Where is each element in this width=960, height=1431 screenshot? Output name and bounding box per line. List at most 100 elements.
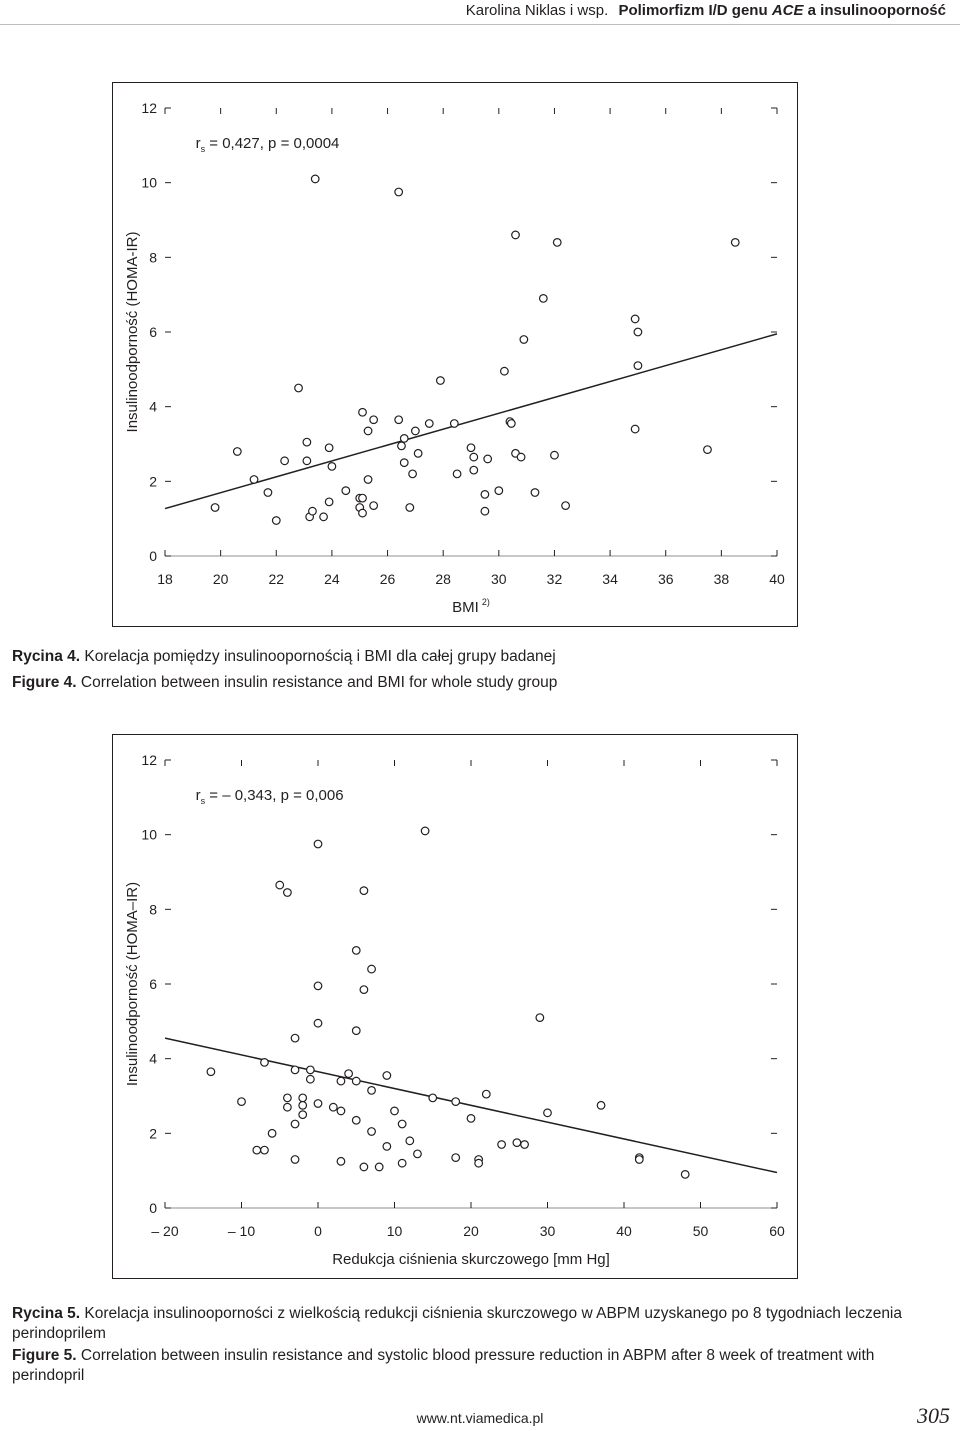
scatter-point [290, 1119, 300, 1129]
scatter-point [633, 327, 643, 337]
scatter-point [451, 1097, 461, 1107]
scatter-point [298, 1093, 308, 1103]
annotation-r: r [196, 787, 201, 804]
scatter-point [308, 506, 317, 516]
scatter-point [290, 1033, 300, 1043]
page-number: 305 [917, 1403, 950, 1428]
scatter-point [499, 366, 509, 376]
scatter-point [480, 490, 490, 499]
scatter-point [550, 450, 559, 460]
scatter-point [298, 1110, 308, 1120]
scatter-point [324, 497, 334, 507]
scatter-point [481, 1089, 491, 1099]
scatter-point [260, 1145, 269, 1155]
scatter-point [341, 486, 351, 496]
y-axis-label: Insulinoodporność (HOMA–IR) [124, 882, 141, 1086]
figure5-caption-en-text: Correlation between insulin resistance a… [12, 1347, 875, 1384]
running-head-title: Polimorfizm I/D genu ACE a insulinooporn… [618, 2, 946, 19]
annotation-subscript: s [201, 144, 206, 154]
scatter-point [232, 447, 242, 456]
scatter-point [680, 1170, 690, 1179]
scatter-point [474, 1158, 484, 1168]
header-rule [0, 24, 960, 25]
correlation-annotation: rs = – 0,343, p = 0,006 [196, 787, 344, 806]
x-tick-label: 26 [380, 571, 396, 587]
scatter-point [313, 1018, 323, 1028]
regression-line [164, 333, 778, 510]
figure5-caption-en: Figure 5. Correlation between insulin re… [12, 1346, 948, 1386]
footer-url[interactable]: www.nt.viamedica.pl [416, 1410, 544, 1426]
scatter-point [328, 1102, 338, 1112]
scatter-point [313, 981, 323, 991]
running-head-title-suffix: a insulinooporność [807, 2, 946, 19]
x-tick-label: – 20 [151, 1223, 178, 1239]
scatter-point [367, 1086, 376, 1095]
scatter-point [336, 1106, 346, 1116]
scatter-point [324, 443, 334, 453]
scatter-point [263, 488, 273, 497]
scatter-point [394, 415, 404, 425]
scatter-point [413, 1149, 422, 1159]
y-axis-label: Insulinoodporność (HOMA-IR) [124, 232, 141, 433]
scatter-point [390, 1106, 399, 1116]
annotation-value: = – 0,343, p = 0,006 [205, 787, 343, 804]
scatter-point [275, 880, 285, 890]
scatter-point [469, 465, 479, 475]
x-tick-label: 24 [324, 571, 340, 587]
figure5-caption-pl: Rycina 5. Korelacja insulinooporności z … [12, 1304, 948, 1344]
scatter-point [382, 1071, 392, 1080]
scatter-point [543, 1108, 552, 1118]
x-axis-label-superscript: 2) [482, 597, 490, 607]
scatter-point [561, 501, 570, 511]
scatter-point [369, 501, 379, 511]
scatter-point [399, 458, 409, 468]
scatter-point [359, 1162, 369, 1172]
scatter-point [480, 506, 490, 516]
y-tick-label: 8 [149, 249, 157, 265]
figure4-caption-en-text: Correlation between insulin resistance a… [80, 674, 558, 691]
scatter-point [449, 419, 459, 428]
scatter-point [271, 516, 281, 525]
scatter-point [382, 1142, 392, 1151]
scatter-point [369, 415, 379, 425]
scatter-point [512, 1138, 522, 1148]
running-head-title-prefix: Polimorfizm I/D genu [618, 2, 768, 19]
x-tick-label: 20 [213, 571, 229, 587]
figure5-scatter-chart: 0 2 4 6 8 10 12 – 20 – 10 0 10 20 30 40 50 60 rs = – 0,3… [124, 752, 785, 1268]
scatter-point [451, 1153, 461, 1163]
x-axis-label-text: BMI [452, 599, 479, 616]
figure4-chart-frame: 0 2 4 6 8 10 12 18 20 22 24 26 28 30 32 34 36 38 40 rs = 0,… [112, 82, 798, 627]
scatter-point [351, 1026, 361, 1036]
x-tick-label: 18 [157, 571, 173, 587]
scatter-point [344, 1069, 354, 1079]
scatter-point [394, 187, 404, 197]
scatter-point [237, 1097, 246, 1107]
scatter-point [206, 1067, 216, 1077]
scatter-point [535, 1013, 545, 1023]
x-tick-label: 40 [769, 571, 785, 587]
scatter-point [466, 443, 476, 453]
scatter-point [252, 1145, 262, 1155]
scatter-point [630, 314, 640, 324]
y-tick-label: 4 [149, 399, 157, 415]
scatter-point [408, 469, 417, 479]
scatter-point [469, 452, 479, 462]
scatter-point [428, 1093, 438, 1103]
running-head-authors: Karolina Niklas i wsp. [465, 2, 609, 19]
scatter-point [633, 361, 643, 371]
x-axis-label: Redukcja ciśnienia skurczowego [mm Hg] [332, 1251, 610, 1268]
y-tick-label: 12 [141, 752, 157, 768]
scatter-point [290, 1065, 300, 1075]
scatter-point [319, 512, 328, 522]
scatter-point [249, 475, 259, 484]
y-tick-label: 6 [149, 976, 157, 992]
annotation-r: r [196, 135, 201, 152]
scatter-point [452, 469, 462, 479]
scatter-point [336, 1076, 346, 1086]
x-tick-label: 20 [463, 1223, 479, 1239]
figure5-chart-frame: 0 2 4 6 8 10 12 – 20 – 10 0 10 20 30 40 50 60 rs = – 0,3… [112, 734, 798, 1279]
y-tick-label: 10 [141, 175, 157, 191]
scatter-point [497, 1140, 507, 1149]
scatter-point [310, 174, 320, 184]
